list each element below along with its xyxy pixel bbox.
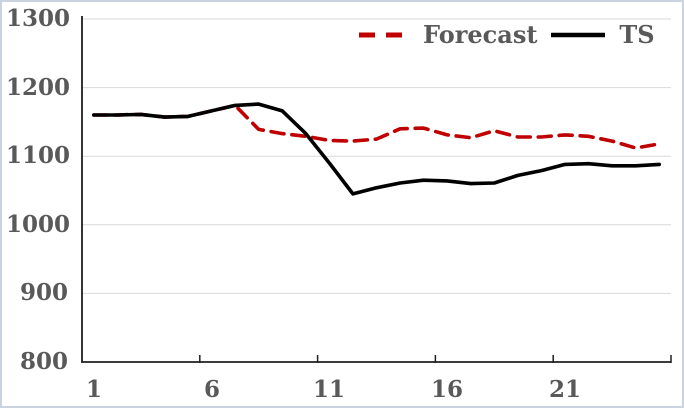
- legend-label-ts: TS: [619, 20, 655, 49]
- legend-forecast-line-sample: [359, 32, 409, 37]
- legend-label-forecast: Forecast: [423, 20, 538, 49]
- series-line-forecast: [92, 103, 662, 150]
- y-axis-tick-label: 1100: [6, 142, 71, 169]
- y-axis-tick-label: 900: [19, 279, 68, 306]
- x-axis-tick-label: 11: [312, 376, 345, 403]
- y-axis-tick-label: 1000: [6, 211, 71, 238]
- x-axis-tick-label: 21: [548, 376, 581, 403]
- y-axis-tick-label: 1300: [6, 5, 71, 32]
- y-axis-tick-label: 800: [19, 348, 68, 375]
- chart-legend: Forecast TS: [358, 20, 655, 49]
- x-axis-tick-label: 16: [430, 376, 463, 403]
- x-axis-tick-label: 1: [85, 376, 102, 403]
- legend-ts-line-sample: [551, 32, 606, 37]
- series-line-ts: [92, 102, 662, 196]
- x-axis-tick-label: 6: [203, 376, 220, 403]
- y-axis-tick-label: 1200: [6, 74, 71, 101]
